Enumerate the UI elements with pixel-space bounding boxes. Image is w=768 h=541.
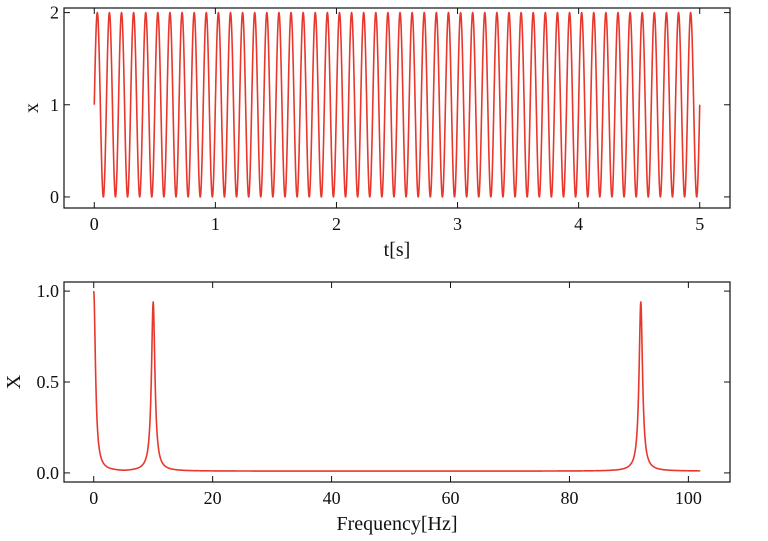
signal-line [93,11,701,198]
y-tick-labels: 0.0 0.5 1.0 [37,281,60,483]
x-axis-label: Frequency[Hz] [336,513,457,535]
y-tick-labels: 0 1 2 [50,3,59,207]
y-tick-label: 0.0 [37,463,60,483]
x-tick-label: 100 [675,488,702,508]
y-tick-label: 0 [50,187,59,207]
x-tick-label: 0 [90,214,99,234]
plot-frame [63,281,731,483]
x-tick-label: 20 [204,488,222,508]
y-axis-label: X [3,374,25,389]
x-tick-label: 4 [574,214,583,234]
tick-marks [64,8,730,208]
y-tick-label: 1 [50,95,59,115]
time-domain-plot: 0 1 2 3 4 5 0 1 2 t[s] x [21,3,731,261]
plot-frame [63,7,731,209]
x-tick-labels: 0 1 2 3 4 5 [90,214,704,234]
x-tick-label: 5 [695,214,704,234]
y-tick-label: 2 [50,3,59,23]
x-axis-label: t[s] [384,239,411,261]
y-tick-label: 1.0 [37,281,60,301]
x-tick-label: 3 [453,214,462,234]
x-tick-labels: 0 20 40 60 80 100 [89,488,702,508]
tick-marks [64,282,730,482]
frequency-domain-plot: 0 20 40 60 80 100 0.0 0.5 1.0 Frequency[Hz] X [3,281,731,535]
x-tick-label: 80 [560,488,578,508]
x-tick-label: 60 [442,488,460,508]
x-tick-label: 2 [332,214,341,234]
y-tick-label: 0.5 [37,372,60,392]
y-axis-label: x [21,103,43,113]
x-tick-label: 1 [211,214,220,234]
x-tick-label: 0 [89,488,98,508]
spectrum-line [92,291,701,472]
x-tick-label: 40 [323,488,341,508]
